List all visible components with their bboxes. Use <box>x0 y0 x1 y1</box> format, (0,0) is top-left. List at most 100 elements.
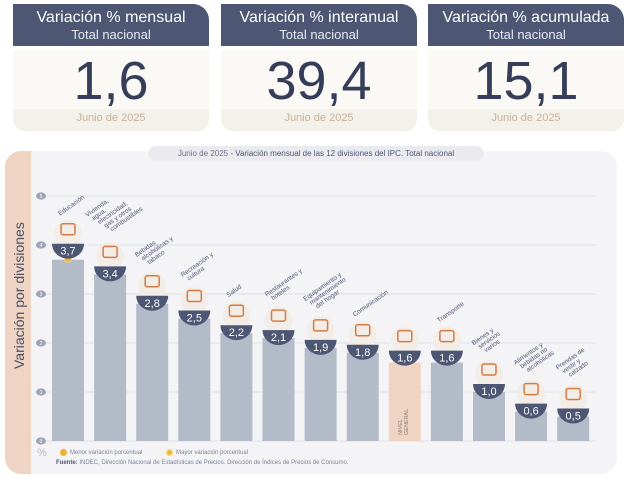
kpi-title: Variación % mensual <box>36 9 186 26</box>
value-label: 2,2 <box>229 327 244 339</box>
lightbulb-icon-shape <box>102 245 118 259</box>
value-label: 1,9 <box>313 342 328 354</box>
book-icon-shape <box>60 222 76 236</box>
kpi-date: Junio de 2025 <box>491 112 561 124</box>
bar <box>262 338 295 441</box>
y-tick-label: 0 <box>40 439 43 445</box>
value-badge <box>52 243 84 259</box>
category-label: Vivienda,agua,electricidad,gas y otrosco… <box>84 184 144 240</box>
source-note: Fuente: INDEC, Dirección Nacional de Est… <box>56 460 348 466</box>
bar <box>220 333 253 441</box>
value-label: 1,6 <box>397 353 412 365</box>
source-text: INDEC, Dirección Nacional de Estadística… <box>77 460 349 466</box>
value-badge <box>220 325 253 341</box>
y-tick-label: 4 <box>40 243 43 249</box>
value-badge <box>94 266 127 282</box>
category-label: Bienes yserviciosvarios <box>471 325 506 358</box>
y-axis-side-band: Variación por divisiones <box>5 151 31 474</box>
first-aid-icon-shape <box>228 304 245 317</box>
bar <box>346 352 379 441</box>
chart-title: Junio de 2025 - Variación mensual de las… <box>148 146 484 161</box>
value-label: 1,8 <box>355 347 370 359</box>
phone-icon-shape <box>354 324 371 337</box>
bar <box>52 259 84 441</box>
y-tick-marker <box>36 241 46 249</box>
food-icon-shape <box>523 382 539 396</box>
bar <box>136 303 169 441</box>
chart-title-text: - Variación mensual de las 12 divisiones… <box>228 149 455 158</box>
y-tick-marker <box>36 388 46 396</box>
category-label: Recreación ycultura <box>180 251 219 284</box>
category-label: Salud <box>226 283 244 298</box>
category-label: Alimentos ybebidas noalcohólicas <box>513 339 556 378</box>
kpi-title: Variación % acumulada <box>442 9 610 26</box>
kpi-subtitle: Total nacional <box>71 27 151 42</box>
kpi-value: 39,4 <box>266 51 372 111</box>
y-tick-label: 3 <box>40 292 43 298</box>
category-label: Restaurantes yhoteles <box>264 267 308 304</box>
kpi-card-header: Variación % mensual Total nacional <box>13 4 209 46</box>
basket-icon-shape <box>397 329 413 343</box>
value-label: 3,7 <box>60 246 75 258</box>
value-label: 3,4 <box>102 268 117 280</box>
y-tick-marker <box>36 290 46 298</box>
value-label: 0,5 <box>566 411 581 423</box>
value-badge <box>346 344 379 360</box>
value-label: 0,6 <box>523 406 538 418</box>
legend-min-label: Menor variación porcentual <box>70 450 143 457</box>
value-badge <box>178 310 211 326</box>
kpi-card-header: Variación % interanual Total nacional <box>221 4 417 46</box>
y-tick-marker <box>36 339 46 347</box>
kpi-date: Junio de 2025 <box>284 112 354 124</box>
umbrella-icon-shape <box>186 289 203 303</box>
kpi-card-monthly: Variación % mensual Total nacional Junio… <box>13 4 209 131</box>
y-tick-marker <box>36 437 46 445</box>
car-icon-shape <box>439 329 455 343</box>
kpi-card-footer: Junio de 2025 <box>13 109 209 131</box>
kpi-card-body: Junio de 2025 39,4 <box>221 50 417 131</box>
bar <box>304 347 337 441</box>
legend-max-label: Mayor variación porcentual <box>176 450 249 457</box>
value-label: 1,0 <box>481 386 496 398</box>
kpi-card-header: Variación % acumulada Total nacional <box>428 4 624 46</box>
kpi-card-yearly: Variación % interanual Total nacional Ju… <box>221 4 417 131</box>
bottle-icon-shape <box>144 275 160 288</box>
category-label: Equipamiento ymantenimientodel hogar <box>302 271 351 314</box>
kpi-card-body: Junio de 2025 15,1 <box>428 50 624 131</box>
value-badge <box>304 339 337 355</box>
value-badge <box>515 403 548 419</box>
bar <box>388 362 421 441</box>
y-tick-label: 1 <box>40 390 43 396</box>
value-badge <box>388 350 421 366</box>
y-axis-unit: % <box>37 447 47 459</box>
plate-icon-shape <box>270 309 287 322</box>
bar <box>473 392 505 441</box>
max-marker-icon <box>166 449 173 456</box>
value-label: 2,1 <box>271 332 286 344</box>
kpi-card-footer: Junio de 2025 <box>428 109 624 131</box>
kpi-title: Variación % interanual <box>239 9 399 26</box>
value-badge <box>136 295 169 311</box>
min-marker-icon <box>60 449 67 456</box>
legend-max: Mayor variación porcentual <box>166 449 248 456</box>
category-label: Bebidasalcohólicas ytabaco <box>134 230 179 270</box>
category-label: Prendas devestir ycalzado <box>555 346 594 382</box>
kpi-date: Junio de 2025 <box>76 112 146 124</box>
value-badge <box>262 330 295 346</box>
bar <box>178 318 211 441</box>
kpi-subtitle: Total nacional <box>486 27 566 42</box>
kpi-card-body: Junio de 2025 1,6 <box>13 50 209 131</box>
value-label: 1,6 <box>439 353 454 365</box>
shirt-icon-shape <box>565 387 581 401</box>
category-label: Educación <box>57 194 86 217</box>
kpi-subtitle: Total nacional <box>279 27 359 42</box>
kpi-value: 1,6 <box>73 51 149 111</box>
y-tick-label: 2 <box>40 341 43 347</box>
bar <box>430 362 463 441</box>
kpi-value: 15,1 <box>473 51 579 111</box>
chart-title-date: Junio de 2025 <box>177 149 229 158</box>
source-label: Fuente: <box>56 460 78 466</box>
kpi-card-footer: Junio de 2025 <box>221 109 417 131</box>
y-tick-marker <box>36 192 46 200</box>
